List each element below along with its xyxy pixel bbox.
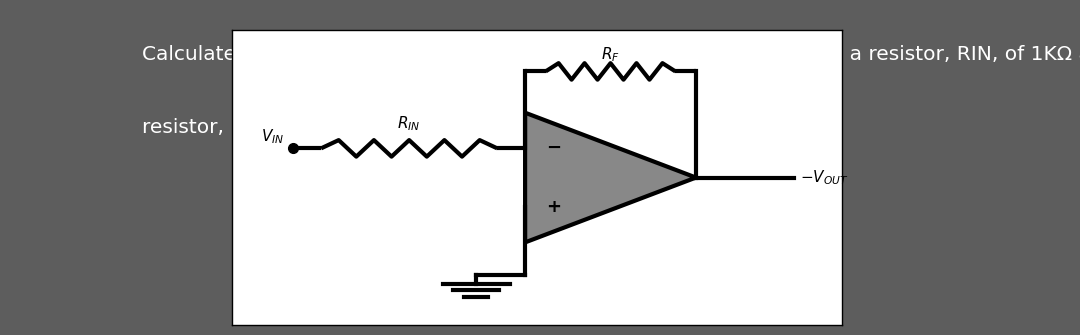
Polygon shape — [525, 113, 696, 243]
Text: resistor, RF of 10KΩ, the input voltage is 5V in magnitude.: resistor, RF of 10KΩ, the input voltage … — [141, 118, 730, 137]
Text: $R_{IN}$: $R_{IN}$ — [397, 114, 421, 133]
Text: Calculate the gain and voltage output of the op amp. an op amp with a resistor, : Calculate the gain and voltage output of… — [141, 45, 1080, 64]
Text: $-V_{OUT}$: $-V_{OUT}$ — [799, 168, 848, 187]
Text: +: + — [546, 198, 562, 216]
Text: $R_F$: $R_F$ — [602, 45, 620, 64]
Text: $V_{IN}$: $V_{IN}$ — [261, 127, 284, 146]
Text: −: − — [546, 139, 562, 157]
